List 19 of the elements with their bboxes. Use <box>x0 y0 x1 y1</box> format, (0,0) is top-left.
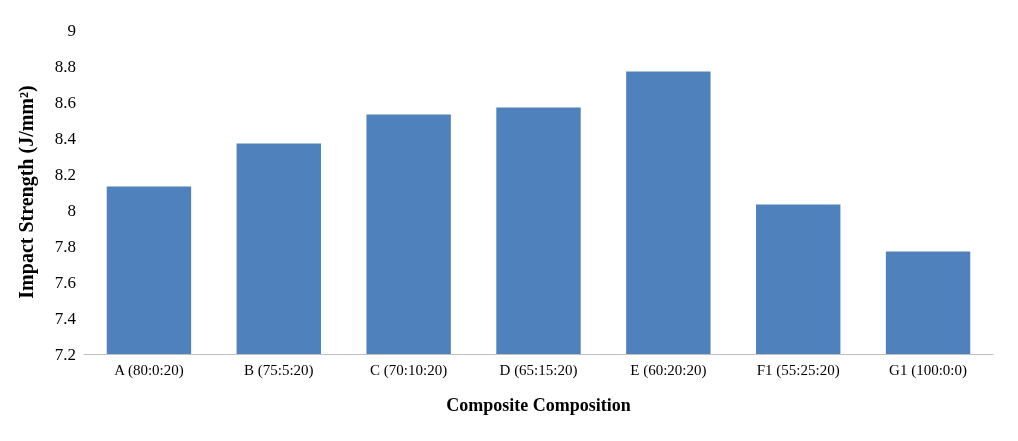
y-tick-label: 8.8 <box>54 56 76 76</box>
x-tick-label: E (60:20:20) <box>630 361 707 379</box>
x-tick-label: A (80:0:20) <box>114 361 184 379</box>
x-tick-label: D (65:15:20) <box>499 361 578 379</box>
x-tick-label: B (75:5:20) <box>243 361 314 379</box>
y-tick-label: 7.2 <box>54 344 76 364</box>
y-tick-label: 8 <box>67 200 76 220</box>
y-tick-label: 7.8 <box>54 236 76 256</box>
y-tick-label: 9 <box>67 20 76 40</box>
y-tick-label: 7.6 <box>54 272 76 292</box>
y-tick-label: 8.2 <box>54 164 76 184</box>
y-axis-title: Impact Strength (J/mm²) <box>15 85 38 299</box>
y-tick-label: 7.4 <box>54 308 77 328</box>
y-tick-label: 8.4 <box>54 128 77 148</box>
y-tick-label: 8.6 <box>54 92 76 112</box>
x-tick-label: C (70:10:20) <box>370 361 448 379</box>
x-tick-label: G1 (100:0:0) <box>889 361 968 379</box>
x-axis-title: Composite Composition <box>446 395 631 415</box>
x-tick-label: F1 (55:25:20) <box>756 361 840 379</box>
